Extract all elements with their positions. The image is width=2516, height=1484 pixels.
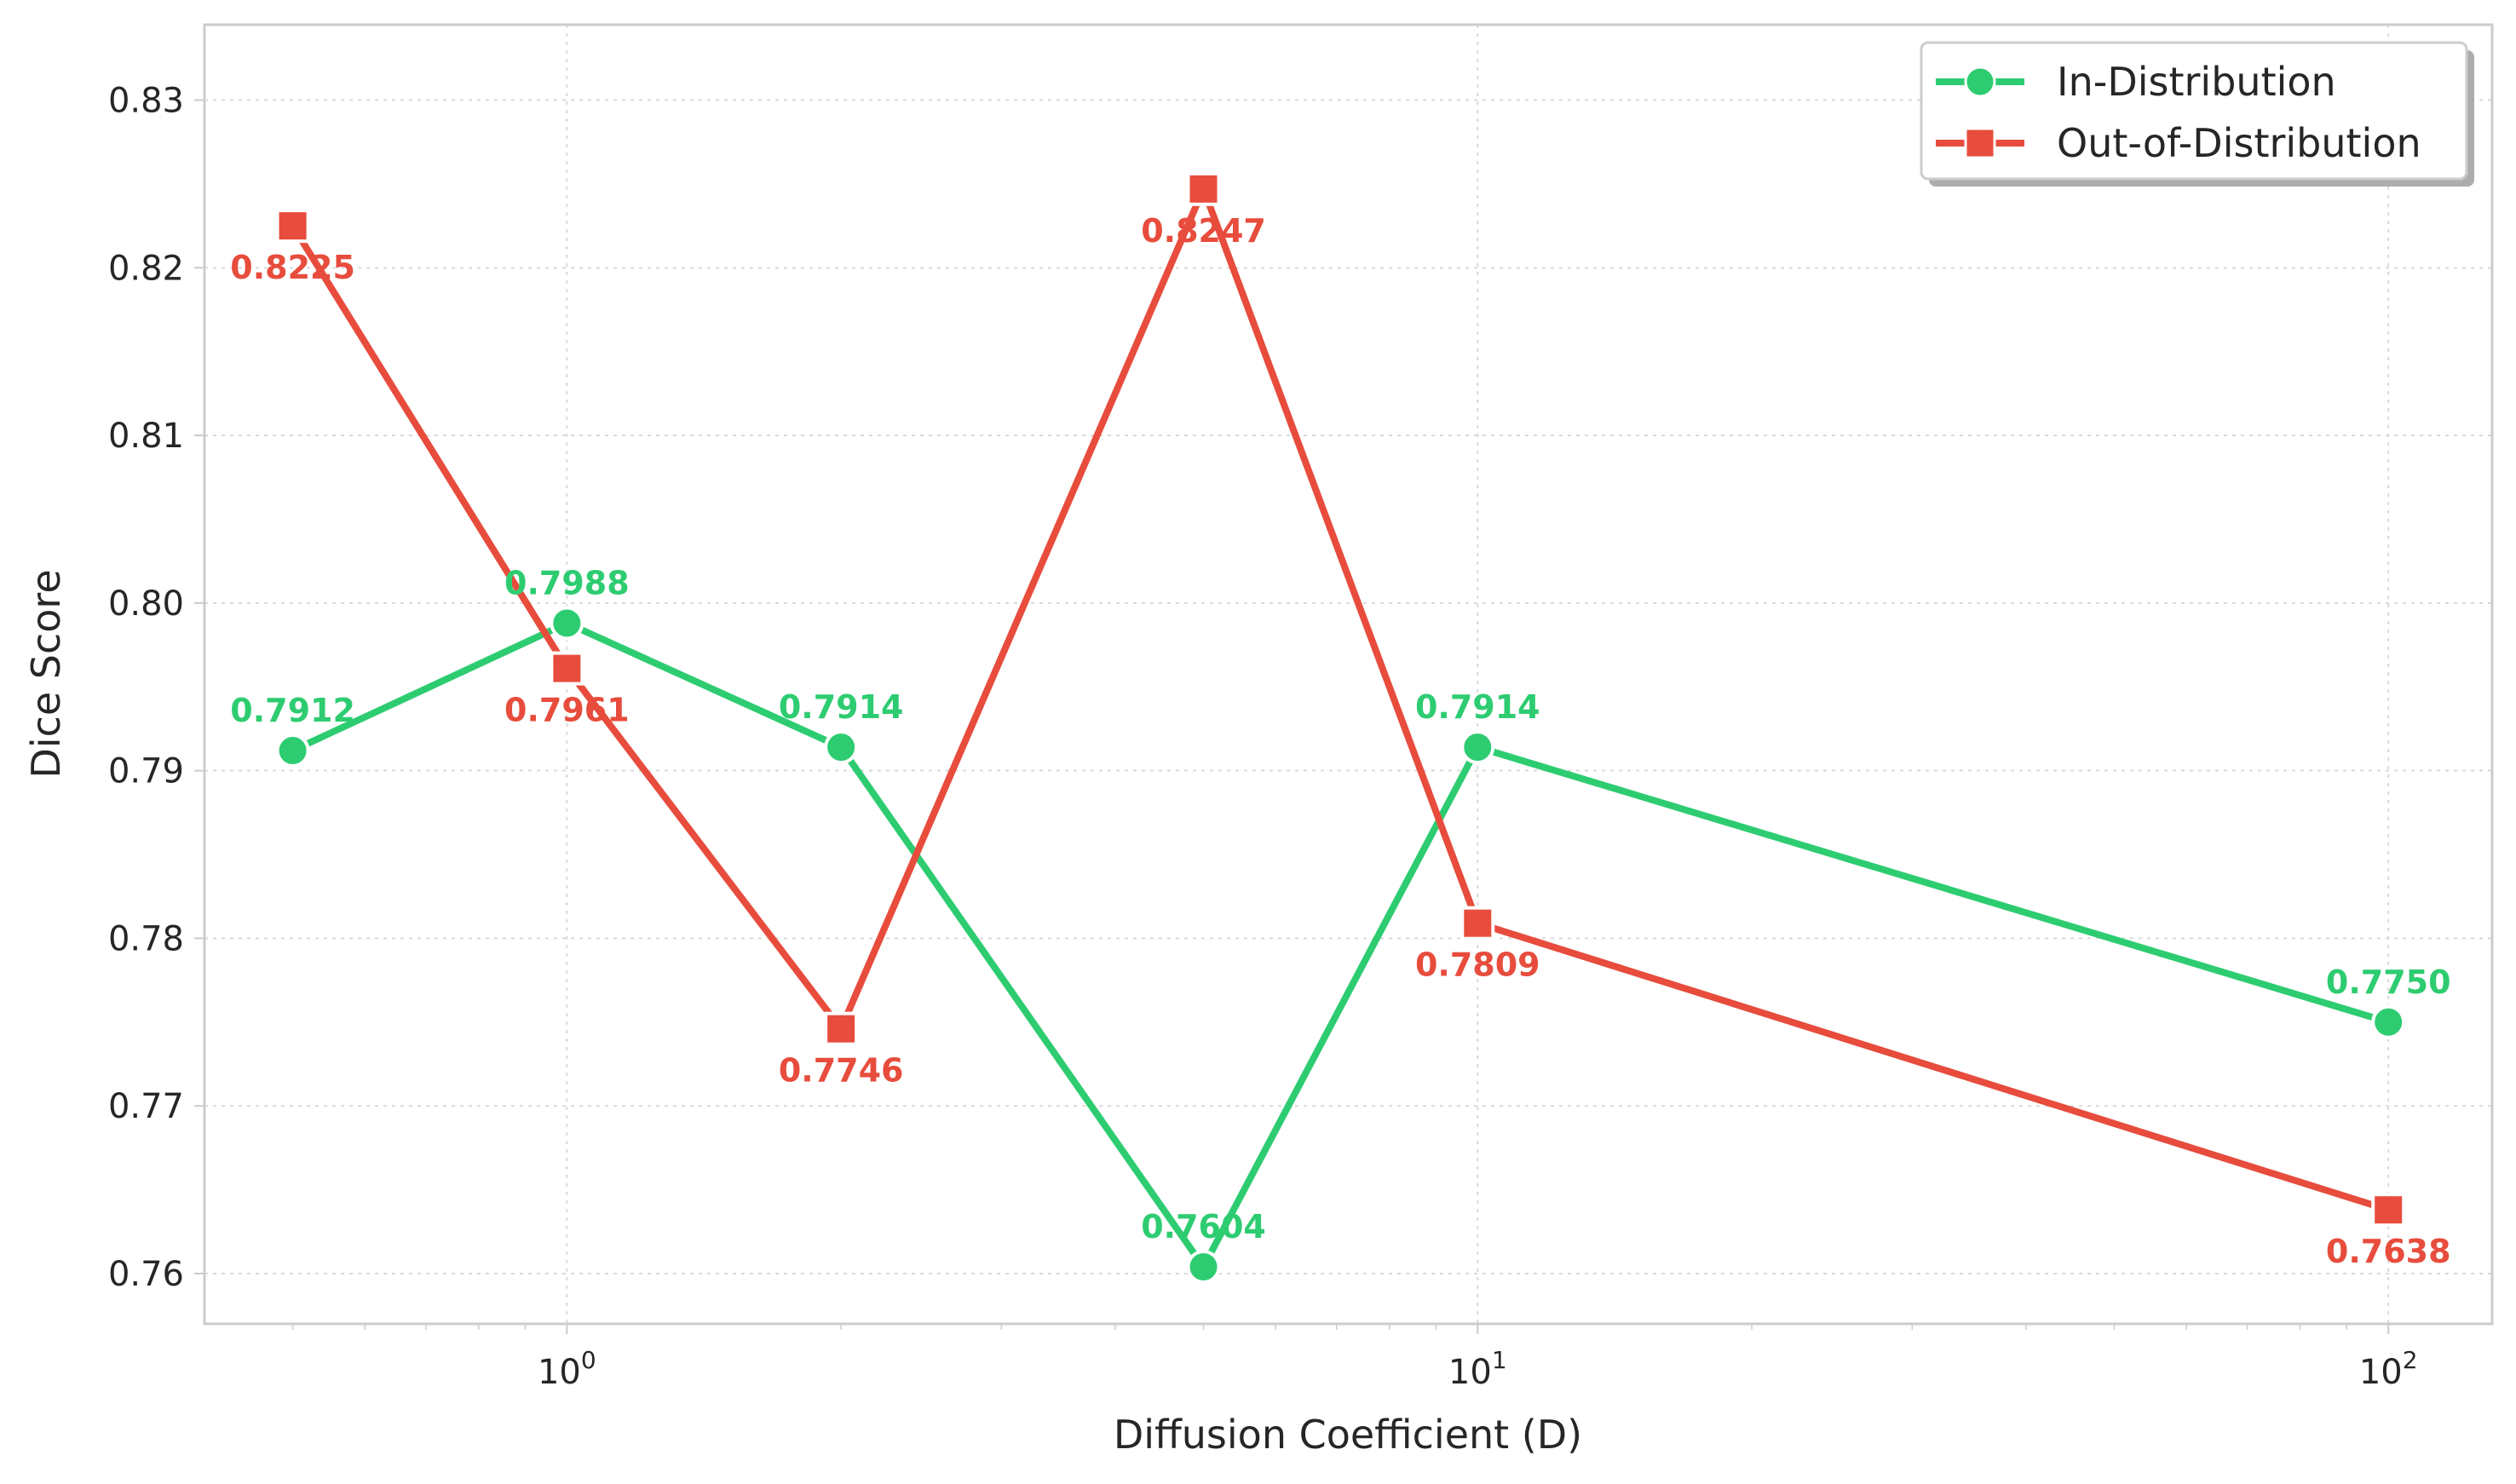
out-of-distribution-data-label: 0.8225: [230, 249, 355, 286]
out-of-distribution-data-label: 0.7961: [504, 692, 630, 729]
out-of-distribution-point: [1460, 906, 1495, 940]
out-of-distribution-point: [275, 209, 310, 244]
out-of-distribution-data-label: 0.7809: [1415, 946, 1540, 984]
x-tick-label-base: 10: [1448, 1353, 1492, 1392]
out-of-distribution-data-label: 0.7746: [779, 1052, 904, 1090]
y-axis-ticks: 0.76 0.77 0.78 0.79 0.80 0.81 0.82 0.83: [108, 82, 204, 1294]
x-axis-title: Diffusion Coefficient (D): [1114, 1412, 1582, 1458]
in-distribution-point: [275, 733, 310, 768]
y-tick-label: 0.76: [108, 1255, 184, 1294]
legend-box: [1920, 41, 2468, 181]
in-distribution-point: [824, 730, 859, 765]
out-of-distribution-point: [2371, 1193, 2406, 1228]
in-distribution-point: [1460, 730, 1495, 765]
y-tick-label: 0.79: [108, 752, 184, 791]
out-of-distribution-line: [289, 185, 2392, 1214]
x-axis-ticks: 100 101 102: [291, 1324, 2418, 1392]
in-distribution-point: [550, 606, 584, 641]
y-tick-label: 0.80: [108, 584, 184, 624]
in-distribution-legend-marker: [1964, 66, 1996, 98]
legend: In-Distribution Out-of-Distribution: [1920, 41, 2474, 187]
in-distribution-data-label: 0.7750: [2326, 963, 2451, 1001]
x-tick-label-base: 10: [2359, 1353, 2403, 1392]
out-of-distribution-data-label: 0.8247: [1141, 212, 1266, 250]
data-labels-layer: 0.7912 0.7988 0.7914 0.7604 0.7914 0.7750 0.82…: [230, 212, 2450, 1270]
series-layer: [275, 171, 2406, 1285]
out-of-distribution-data-label: 0.7638: [2326, 1233, 2451, 1270]
out-of-distribution-legend-marker: [1964, 127, 1996, 159]
in-distribution-line: [289, 619, 2392, 1271]
in-distribution-point: [1186, 1250, 1221, 1285]
plot-frame: [203, 23, 2494, 1326]
in-distribution-legend-label: In-Distribution: [2057, 59, 2336, 105]
out-of-distribution-point: [824, 1011, 859, 1046]
y-tick-label: 0.82: [108, 249, 184, 288]
y-axis-title: Dice Score: [23, 569, 69, 778]
in-distribution-data-label: 0.7914: [1415, 688, 1540, 726]
y-tick-label: 0.83: [108, 82, 184, 121]
x-tick-label-exponent: 2: [2403, 1346, 2418, 1374]
in-distribution-data-label: 0.7912: [230, 692, 355, 729]
in-distribution-point: [2371, 1004, 2406, 1039]
grid-lines: [204, 25, 2492, 1324]
in-distribution-data-label: 0.7604: [1141, 1208, 1266, 1245]
y-tick-label: 0.77: [108, 1087, 184, 1126]
legend-entries: In-Distribution Out-of-Distribution: [1936, 59, 2421, 166]
in-distribution-data-label: 0.7914: [779, 688, 904, 726]
x-tick-label-exponent: 0: [581, 1346, 596, 1374]
y-tick-label: 0.78: [108, 919, 184, 958]
x-tick-label: 102: [2359, 1346, 2418, 1392]
out-of-distribution-legend-label: Out-of-Distribution: [2057, 120, 2421, 166]
in-distribution-data-label: 0.7988: [504, 564, 630, 601]
x-tick-label: 100: [538, 1346, 596, 1392]
out-of-distribution-point: [550, 651, 584, 686]
x-tick-label-exponent: 1: [1492, 1346, 1507, 1374]
x-tick-label-base: 10: [538, 1353, 581, 1392]
y-tick-label: 0.81: [108, 417, 184, 456]
x-tick-label: 101: [1448, 1346, 1507, 1392]
plot-area: [204, 25, 2492, 1324]
out-of-distribution-point: [1186, 171, 1221, 206]
